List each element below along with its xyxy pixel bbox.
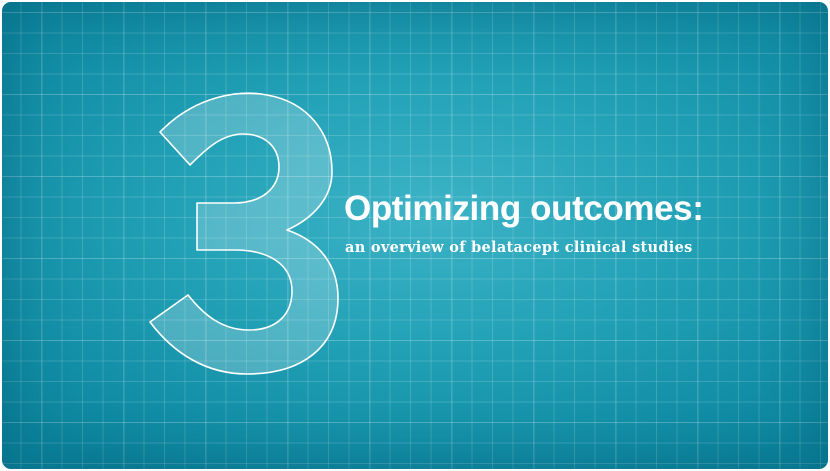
- slide-subtitle: an overview of belatacept clinical studi…: [345, 239, 693, 256]
- slide-title: Optimizing outcomes:: [344, 189, 704, 228]
